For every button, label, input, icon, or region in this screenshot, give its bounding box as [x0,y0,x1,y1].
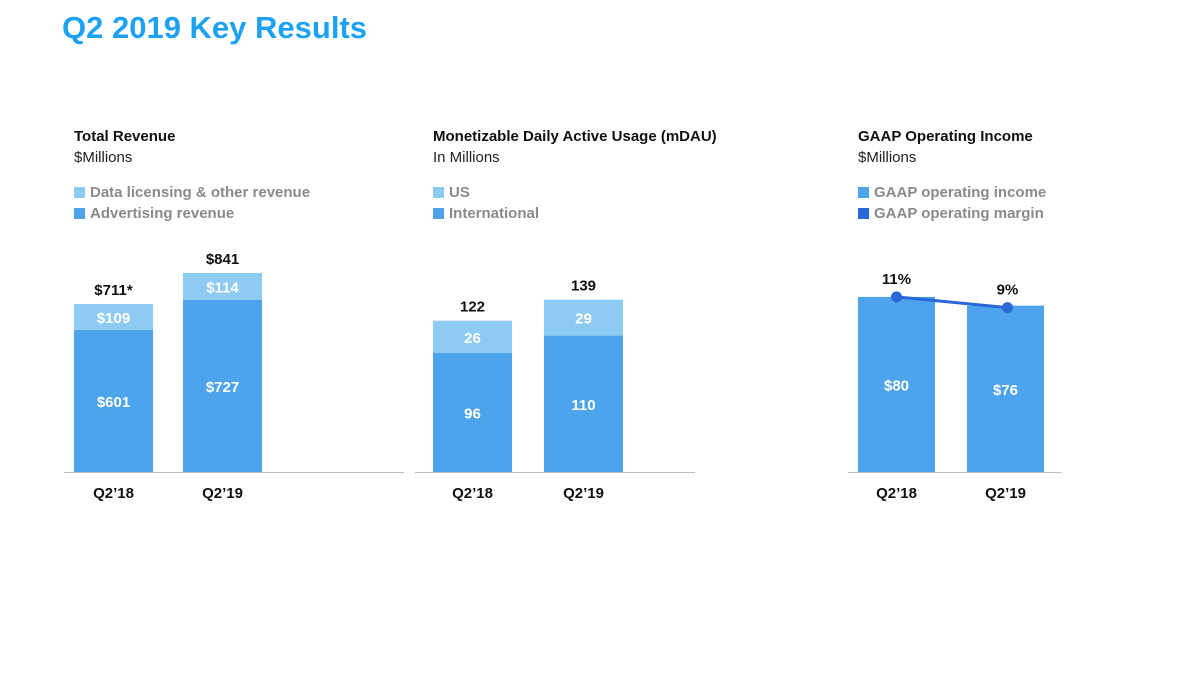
x-tick-label: Q2’18 [452,485,493,502]
data-label: $601 [97,394,130,411]
legend-swatch [433,208,444,219]
total-label: 139 [571,278,596,295]
legend-label: GAAP operating margin [874,205,1044,222]
chart-total-revenue: Total Revenue $Millions Data licensing &… [64,128,414,518]
chart-unit: $Millions [74,149,133,166]
data-label: $727 [206,379,239,396]
data-label: 110 [571,397,595,414]
legend-swatch [433,187,444,198]
chart-legend: US International [433,182,539,224]
chart-legend: Data licensing & other revenue Advertisi… [74,182,310,224]
data-label: 26 [464,330,481,347]
legend-label: GAAP operating income [874,184,1047,201]
page-title: Q2 2019 Key Results [62,10,368,45]
legend-label: International [449,205,540,222]
data-label: $76 [993,382,1018,399]
data-label: $114 [206,279,239,296]
chart-legend: GAAP operating income GAAP operating mar… [858,182,1046,224]
total-label: $711* [94,282,133,299]
x-tick-label: Q2’19 [985,485,1026,502]
bar-segment [183,299,262,472]
bar-segment [433,352,512,472]
chart-plot: $601 $109 $711* Q2’18 $727 $114 $841 Q2’19 [64,251,404,502]
legend-label: Data licensing & other revenue [90,184,311,201]
chart-mdau: Monetizable Daily Active Usage (mDAU) In… [415,128,773,518]
bar-segment [433,320,512,353]
legend-swatch [858,187,869,198]
x-tick-label: Q2’19 [563,485,604,502]
legend-swatch [74,187,85,198]
legend-item: International [433,203,539,224]
legend-item: Advertising revenue [74,203,310,224]
data-label: $80 [884,377,909,394]
margin-label: 9% [997,282,1019,299]
bar-segment [544,299,623,336]
data-label: 29 [575,311,592,328]
legend-label: US [449,184,470,201]
chart-plot: 96 26 122 Q2’18 110 29 139 Q2’19 [415,278,695,502]
chart-plot: $80 Q2’18 $76 Q2’19 11% 9% [848,271,1062,502]
chart-unit: $Millions [858,149,917,166]
chart-title: Monetizable Daily Active Usage (mDAU) [433,128,717,145]
x-tick-label: Q2’18 [93,485,134,502]
chart-unit: In Millions [433,149,500,166]
legend-item: US [433,182,539,203]
data-label: $109 [97,310,130,327]
bar-segment [967,305,1044,472]
chart-title: Total Revenue [74,128,176,145]
total-label: 122 [460,299,485,316]
chart-gaap-operating-income: GAAP Operating Income $Millions GAAP ope… [848,128,1198,518]
legend-swatch [74,208,85,219]
legend-label: Advertising revenue [90,205,235,222]
margin-point [1002,302,1013,314]
x-tick-label: Q2’18 [876,485,917,502]
margin-point [891,291,902,303]
x-tick-label: Q2’19 [202,485,243,502]
data-label: 96 [464,405,481,422]
bar-segment [74,329,153,472]
chart-title: GAAP Operating Income [858,128,1033,145]
margin-line [896,295,1008,310]
legend-swatch [858,208,869,219]
bar-segment [544,335,623,472]
total-label: $841 [206,251,239,268]
bar-segment [858,296,935,472]
legend-item: GAAP operating income [858,182,1046,203]
legend-item: Data licensing & other revenue [74,182,310,203]
bar-segment [183,273,262,300]
bar-segment [74,303,153,330]
margin-label: 11% [882,271,911,288]
legend-item: GAAP operating margin [858,203,1046,224]
